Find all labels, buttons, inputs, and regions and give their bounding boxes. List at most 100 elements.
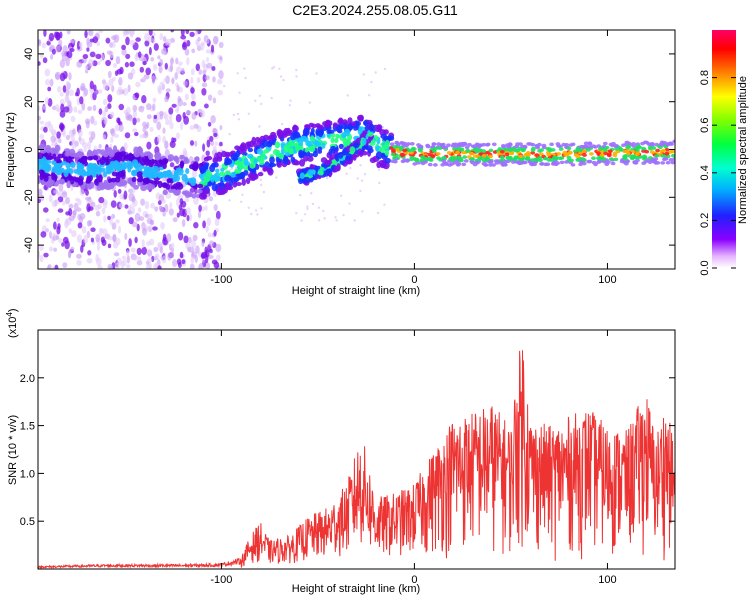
spectrogram-cell	[311, 202, 315, 206]
spectrogram-cell	[350, 121, 357, 127]
spectrogram-cell	[288, 104, 292, 107]
spectrogram-cell	[336, 152, 344, 159]
spectrogram-cell	[131, 159, 139, 168]
spectrogram-cell	[209, 248, 213, 254]
snr-y-multiplier: (x104)	[5, 308, 19, 338]
spectrogram-cell	[118, 225, 122, 234]
spectrogram-cell	[230, 171, 236, 178]
spectrogram-cell	[215, 254, 221, 261]
spectrogram-cell	[446, 151, 452, 155]
spectrogram-cell	[530, 162, 536, 166]
spectrogram-cell	[324, 159, 331, 166]
spectrogram-cell	[427, 162, 433, 167]
spectrogram-cell	[225, 158, 233, 165]
spectrogram-cell	[156, 111, 162, 121]
spectrogram-cell	[150, 57, 155, 62]
spectrogram-cell	[110, 200, 117, 208]
spectrogram-cell	[60, 124, 64, 132]
spectrogram-cell	[84, 30, 88, 39]
spectrogram-cell	[215, 243, 222, 253]
spectrogram-cell	[110, 177, 117, 183]
colorbar: 0.0 0.2 0.4 0.6 0.8 Normalized spectral ampl…	[699, 30, 749, 276]
spectrogram-cell	[219, 141, 223, 147]
spectrogram-cell	[256, 148, 263, 155]
spectrogram-cell	[613, 157, 619, 162]
spectrogram-cell	[215, 210, 221, 220]
spectrogram-cell	[113, 190, 117, 198]
spectrogram-cell	[670, 160, 675, 165]
spectrogram-cell	[183, 235, 189, 244]
spectrogram-cell	[134, 131, 139, 137]
spectrogram-cell	[128, 217, 134, 225]
spectrogram-cell	[641, 146, 646, 151]
spectrogram-cell	[499, 155, 505, 159]
spectrogram-cell	[202, 69, 207, 75]
spectrogram-cell	[119, 178, 126, 186]
spectrogram-cell	[162, 162, 167, 170]
spectrogram-cell	[218, 171, 225, 177]
spectrogram-cell	[262, 139, 268, 148]
spectrogram-cell	[148, 152, 154, 160]
spectrogram-cell	[549, 142, 554, 147]
spectrogram-cell	[243, 67, 246, 70]
spectrogram-cell	[279, 75, 283, 78]
spectrogram-cell	[53, 247, 57, 252]
spectrogram-cell	[162, 233, 167, 242]
spectrogram-cell	[79, 189, 85, 196]
spectrogram-cell	[215, 168, 220, 173]
spectrogram-cell	[56, 131, 61, 139]
spectrogram-cell	[363, 173, 367, 176]
spectrogram-cell	[469, 151, 475, 156]
spectrogram-cell	[106, 235, 113, 241]
spectrogram-cell	[327, 129, 335, 134]
spectrogram-cell	[212, 36, 219, 45]
spectrogram-cell	[70, 115, 76, 123]
spectrogram-cell	[164, 62, 168, 70]
spectrogram-cell	[126, 250, 130, 257]
spectrogram-cell	[447, 163, 453, 167]
spectrogram-cell	[140, 198, 146, 206]
spectrogram-cell	[98, 89, 103, 94]
spectrogram-cell	[195, 63, 200, 72]
spectrogram-cell	[636, 144, 641, 149]
spectrogram-cell	[241, 146, 247, 153]
spectrogram-cell	[131, 170, 138, 177]
spectrogram-cell	[169, 202, 173, 209]
spectrogram-cell	[452, 161, 457, 165]
spectrogram-cell	[263, 149, 270, 154]
spectrogram-cell	[78, 129, 83, 138]
spectrogram-cell	[110, 136, 114, 144]
spectrogram-cell	[51, 142, 55, 147]
spectrogram-cell	[522, 144, 528, 149]
snr-x-axis-label: Height of straight line (km)	[292, 583, 420, 595]
spectrogram-cell	[456, 155, 462, 160]
spectrogram-cell	[608, 142, 614, 147]
spectrogram-cell	[87, 206, 94, 211]
spectrogram-cell	[128, 153, 135, 161]
snr-panel: -100 0 100 0.5 1.0 1.5 2.0 Height of straight …	[5, 308, 676, 595]
spectrogram-cell	[179, 198, 184, 205]
spectrogram-cell	[168, 208, 174, 216]
spectrogram-cell	[118, 77, 123, 86]
spectrogram-cell	[78, 175, 84, 182]
spectrogram-cell	[245, 177, 251, 185]
spectrogram-cell	[191, 92, 196, 101]
spectrogram-cell	[201, 59, 206, 68]
spectrogram-cell	[79, 138, 86, 145]
spectrogram-cell	[634, 152, 640, 156]
spectrogram-cell	[317, 206, 321, 209]
spectrogram-cell	[220, 150, 227, 158]
spectrogram-cell	[103, 117, 108, 125]
spectrogram-cell	[49, 231, 52, 239]
spectrogram-cell	[82, 54, 89, 59]
spectrogram-cell	[157, 265, 162, 269]
spectrogram-cell	[455, 150, 460, 155]
spectrogram-cell	[124, 233, 128, 240]
spectrogram-cell	[278, 67, 281, 71]
spectrogram-cell	[90, 201, 96, 208]
spectrogram-cell	[253, 141, 258, 148]
spectrogram-cell	[185, 30, 190, 35]
spectrogram-cell	[608, 157, 614, 161]
spectrogram-cell	[142, 60, 147, 66]
spectrogram-cell	[236, 169, 242, 174]
